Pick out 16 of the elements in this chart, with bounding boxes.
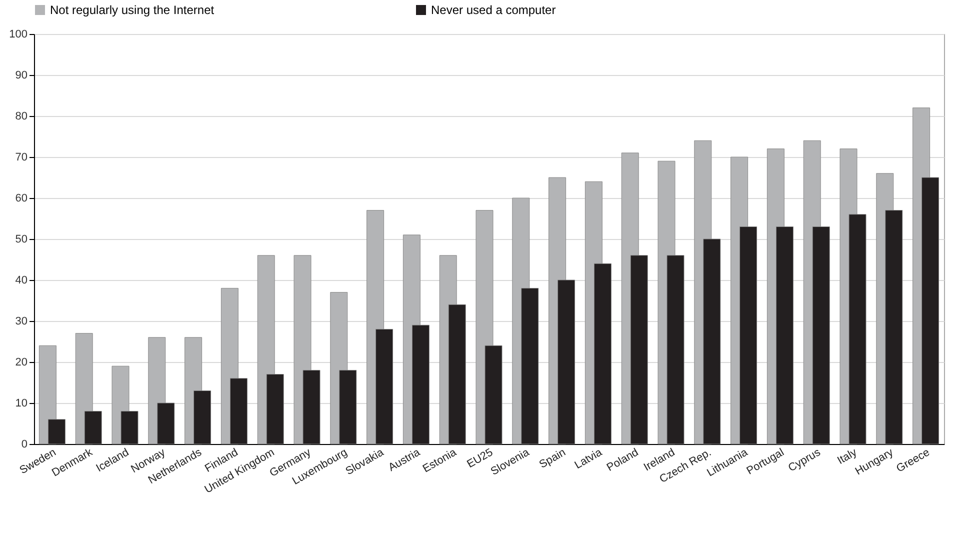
y-tick-label: 10 [15, 398, 28, 410]
y-tick-label: 70 [15, 152, 28, 164]
x-tick-label: Italy [836, 446, 860, 467]
legend-label: Not regularly using the Internet [50, 3, 215, 17]
y-tick-label: 90 [15, 70, 28, 82]
y-tick-label: 30 [15, 316, 28, 328]
y-tick-label: 100 [9, 28, 28, 40]
y-tick-label: 40 [15, 274, 28, 286]
x-tick-label: Spain [537, 446, 568, 471]
y-tick-label: 0 [21, 438, 28, 450]
y-tick-label: 50 [15, 234, 28, 246]
x-tick-label: Latvia [572, 446, 605, 472]
y-tick-label: 60 [15, 192, 28, 204]
legend-label: Never used a computer [431, 3, 556, 17]
y-tick-label: 20 [15, 356, 28, 368]
y-tick-label: 80 [15, 110, 28, 122]
